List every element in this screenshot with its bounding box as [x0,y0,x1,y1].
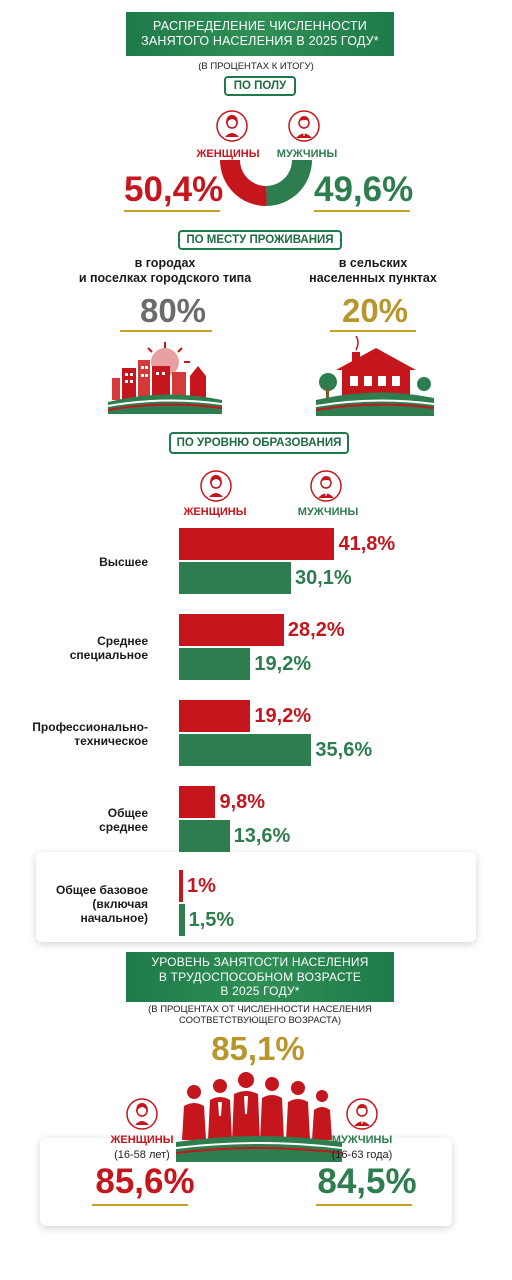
woman-icon [126,1098,158,1130]
rural-caption-line1: в сельских [338,256,408,270]
bar-women [179,528,335,560]
workers-group-icon [176,1072,342,1162]
section2-title-banner: УРОВЕНЬ ЗАНЯТОСТИ НАСЕЛЕНИЯ В ТРУДОСПОСО… [126,952,394,1002]
emp-men-value: 84,5% [317,1162,417,1201]
emp-women-age: (16-58 лет) [114,1149,170,1161]
underline-emp-women [92,1204,188,1206]
bar-women [179,786,216,818]
sex-women-label: ЖЕНЩИНЫ [196,148,260,160]
donut-slice-men [266,160,312,206]
education-category-label: Общее среднее [99,806,148,834]
sex-women-value: 50,4% [124,170,224,209]
section1-subtitle: (В ПРОЦЕНТАХ К ИТОГУ) [198,61,314,72]
bar-men [179,648,251,680]
donut-slice-women [220,160,267,206]
rural-caption-line2: населенных пунктах [309,271,437,285]
bar-men [179,820,230,852]
section2-title-line1: УРОВЕНЬ ЗАНЯТОСТИ НАСЕЛЕНИЯ [151,955,369,970]
section1-title-line1: РАСПРЕДЕЛЕНИЕ ЧИСЛЕННОСТИ [153,19,367,33]
section2-subtitle-line2: СООТВЕТСТВУЮЩЕГО ВОЗРАСТА) [178,1015,342,1026]
bar-men [179,734,312,766]
bar-women [179,700,251,732]
woman-icon [200,470,232,502]
education-category-label: Профессионально-техническое [32,720,148,748]
bar-value-women: 41,8% [338,533,396,555]
section2-subtitle-line1: (В ПРОЦЕНТАХ ОТ ЧИСЛЕННОСТИ НАСЕЛЕНИЯ [148,1004,372,1015]
bar-value-women: 9,8% [219,791,266,813]
underline-rural [330,330,416,332]
bar-value-men: 30,1% [294,567,352,589]
underline-women [124,210,220,212]
sex-men-label: МУЖЧИНЫ [276,148,338,160]
man-icon [288,110,320,142]
underline-emp-men [316,1204,412,1206]
pill-by-education: ПО УРОВНЮ ОБРАЗОВАНИЯ [169,432,349,454]
man-icon [310,470,342,502]
underline-urban [120,330,212,332]
education-category-label: Общее базовое (включая начальное) [55,883,148,925]
underline-men [314,210,410,212]
urban-caption-line1: в городах [134,256,196,270]
bar-value-men: 13,6% [233,825,291,847]
sex-men-value: 49,6% [314,170,414,209]
emp-women-value: 85,6% [95,1162,195,1201]
urban-caption: в городах и поселках городского типа [60,256,270,286]
section1-title-banner: РАСПРЕДЕЛЕНИЕ ЧИСЛЕННОСТИ ЗАНЯТОГО НАСЕЛ… [126,12,394,56]
edu-women-label: ЖЕНЩИНЫ [183,506,247,518]
education-bar-chart: Высшее 41,8% 30,1% Среднее специальное 28,2% 1… [32,528,396,936]
bar-value-women: 19,2% [254,705,312,727]
section2-title-line3: В 2025 ГОДУ* [220,984,300,999]
pill-by-residence: ПО МЕСТУ ПРОЖИВАНИЯ [178,230,342,250]
bar-women [179,614,284,646]
bar-value-men: 19,2% [254,653,312,675]
emp-women-label: ЖЕНЩИНЫ [110,1134,174,1146]
sex-half-donut [220,160,312,206]
pill-by-sex: ПО ПОЛУ [224,76,296,96]
bar-value-women: 28,2% [287,619,345,641]
emp-men-age: (16-63 года) [331,1149,393,1161]
emp-men-label: МУЖЧИНЫ [331,1134,393,1146]
education-category-label: Среднее специальное [69,634,148,662]
bar-men [179,904,185,936]
total-employment-value: 85,1% [211,1030,305,1067]
woman-icon [216,110,248,142]
section2-title-line2: В ТРУДОСПОСОБНОМ ВОЗРАСТЕ [158,969,362,984]
section2-subtitle: (В ПРОЦЕНТАХ ОТ ЧИСЛЕННОСТИ НАСЕЛЕНИЯ СО… [126,1004,394,1026]
bar-value-men: 1,5% [188,909,235,931]
village-house-icon [316,336,434,416]
bar-men [179,562,291,594]
city-illustration-icon [108,342,222,414]
bar-value-women: 1% [187,875,216,897]
education-category-label: Высшее [99,555,148,569]
section1-title-line2: ЗАНЯТОГО НАСЕЛЕНИЯ В 2025 ГОДУ* [141,34,379,48]
rural-value: 20% [341,292,409,329]
man-icon [346,1098,378,1130]
urban-caption-line2: и поселках городского типа [78,271,252,285]
bar-value-men: 35,6% [315,739,373,761]
urban-value: 80% [139,292,207,329]
bar-women [179,870,183,902]
rural-caption: в сельских населенных пунктах [298,256,448,286]
education-last-row-card [36,852,476,942]
edu-men-label: МУЖЧИНЫ [297,506,359,518]
